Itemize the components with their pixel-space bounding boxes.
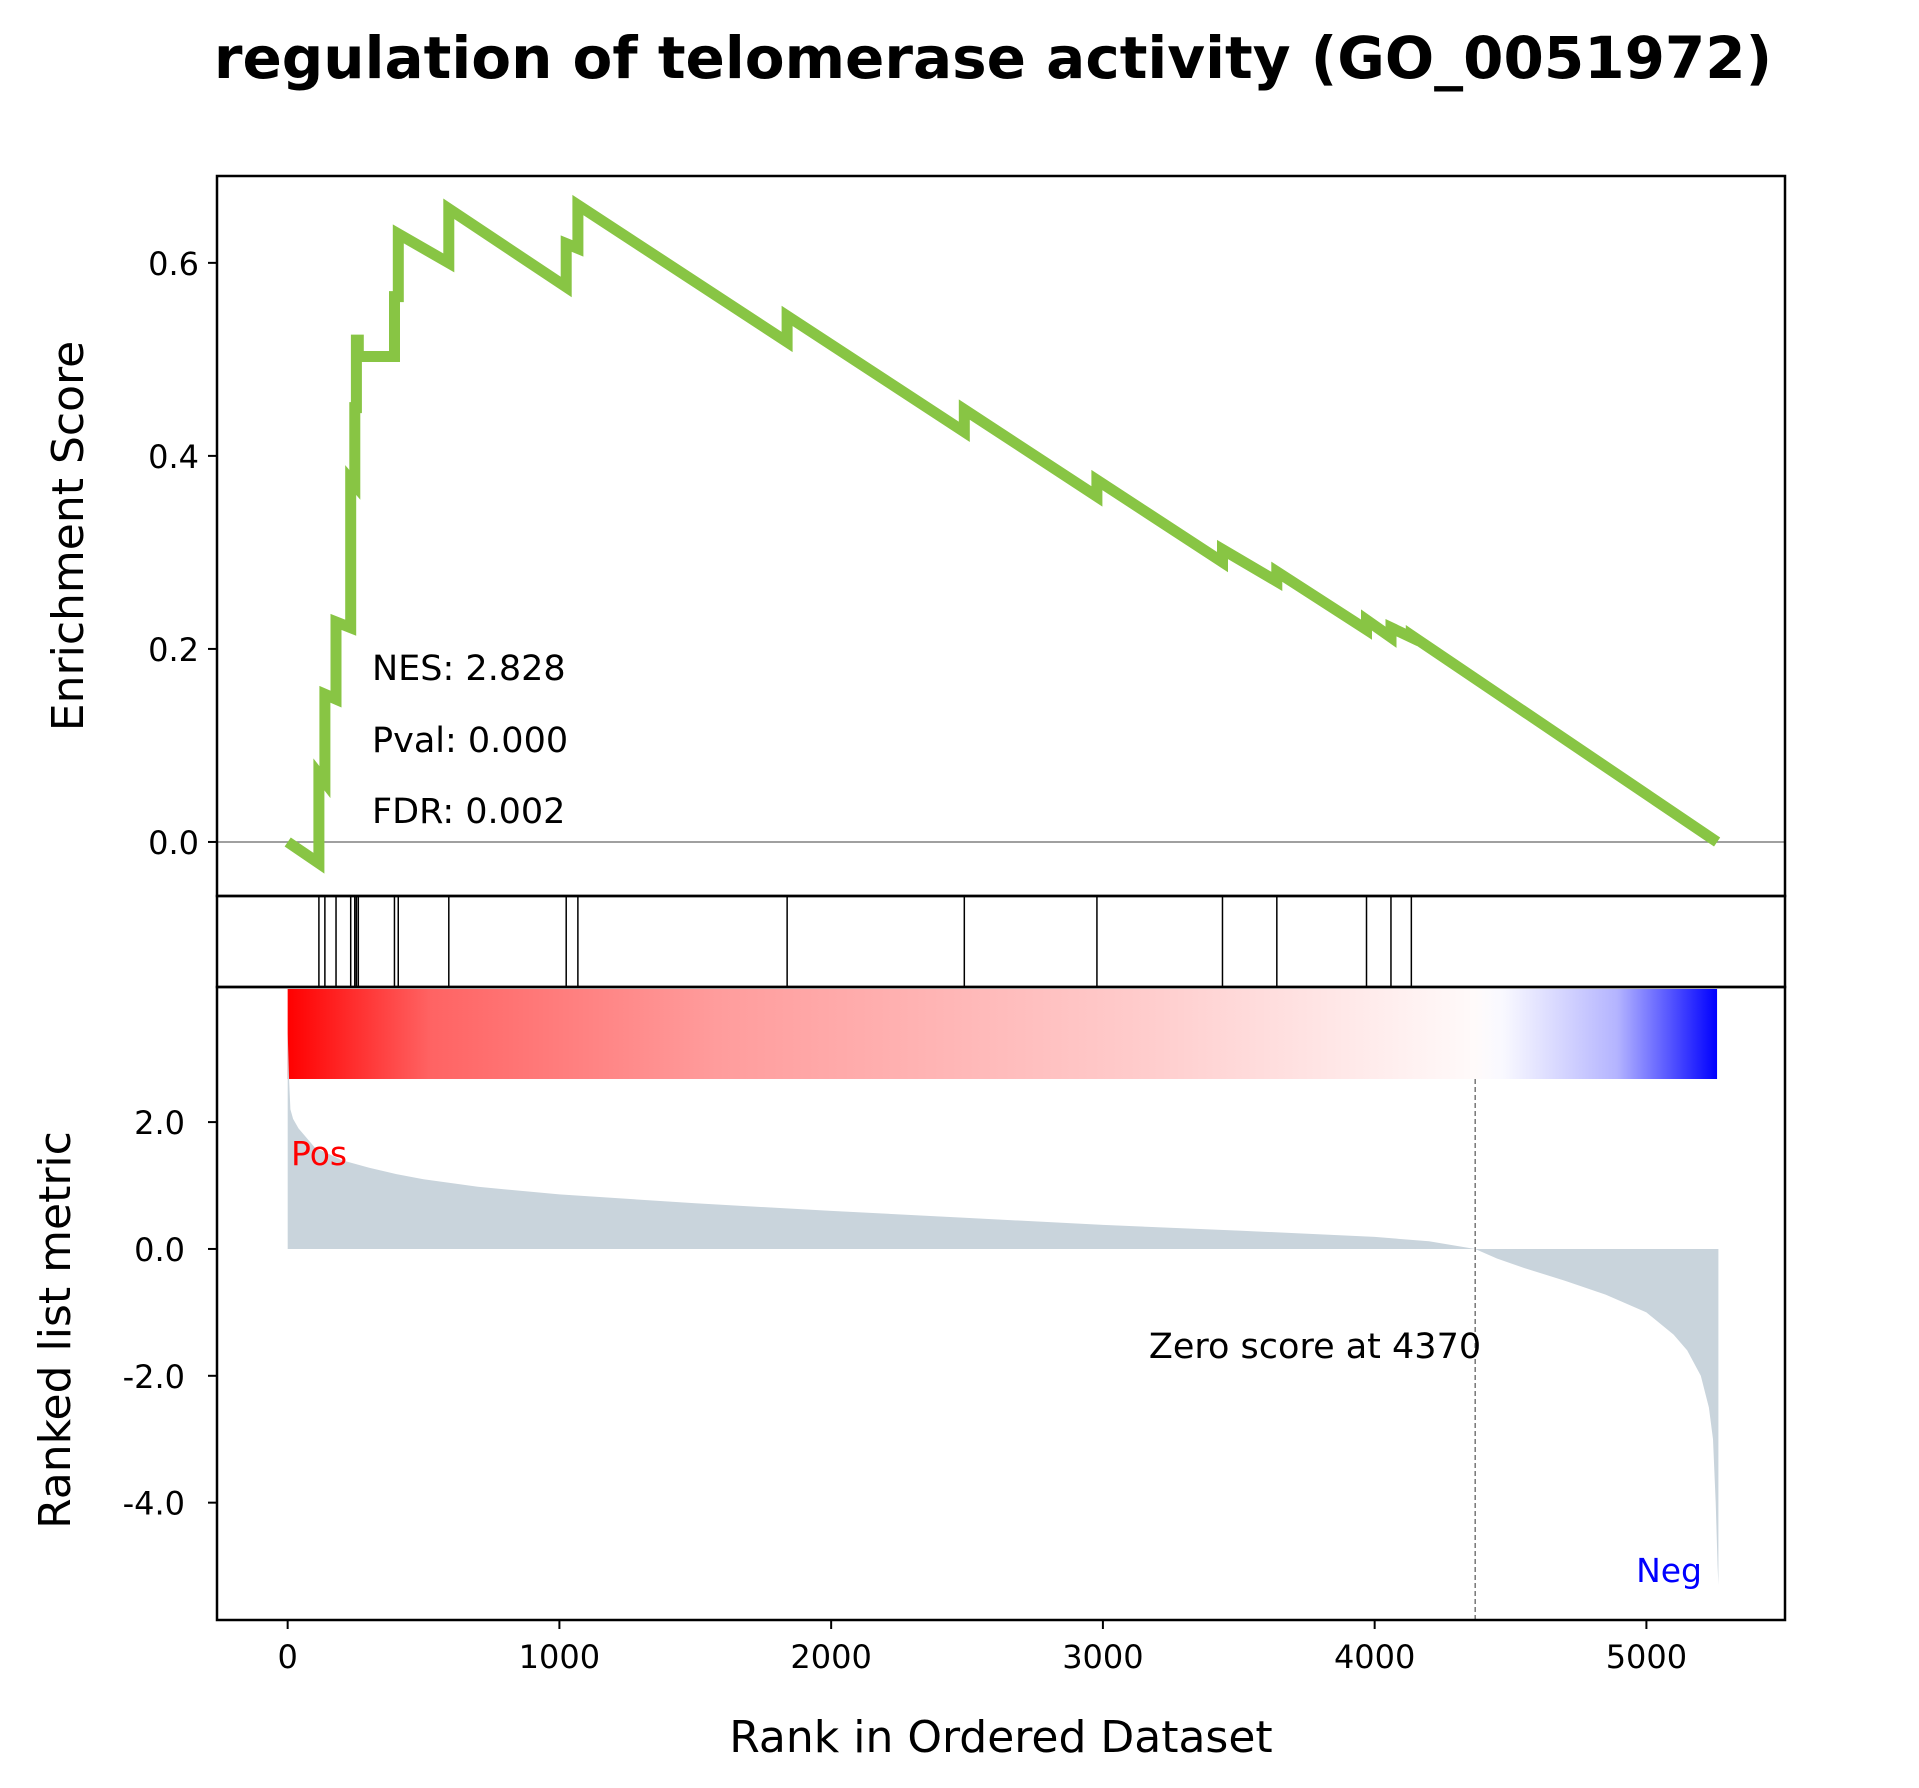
rank-y-ticks: 2.0 0.0 -2.0 -4.0 [123,1104,217,1523]
x-tick-label: 4000 [1334,1638,1415,1676]
es-y-tick-label: 0.4 [148,438,199,476]
pos-label: Pos [291,1134,347,1173]
pval-annotation: Pval: 0.000 [372,721,568,761]
x-tick-label: 3000 [1062,1638,1143,1676]
rank-colorbar [287,989,1718,1079]
chart-title: regulation of telomerase activity (GO_00… [214,24,1772,92]
nes-annotation: NES: 2.828 [372,649,566,689]
hits-panel [215,894,1787,989]
rank-panel: Zero score at 4370 Pos Neg 2.0 0.0 -2.0 -4.… [30,985,1787,1622]
x-tick-label: 1000 [519,1638,600,1676]
es-y-ticks: 0.0 0.2 0.4 0.6 [148,245,217,862]
x-tick-label: 0 [277,1638,297,1676]
es-panel-frame [215,174,1787,898]
es-y-tick-label: 0.0 [148,824,199,862]
enrichment-score-line [284,194,1721,874]
rank-panel-frame [215,985,1787,1622]
rank-y-tick-label: 0.0 [134,1231,185,1269]
rank-y-axis-label: Ranked list metric [30,1131,81,1529]
rank-y-tick-label: 2.0 [134,1104,185,1142]
hits-panel-frame [215,894,1787,989]
es-y-tick-label: 0.6 [148,245,199,283]
zero-score-label: Zero score at 4370 [1149,1327,1481,1367]
rank-y-tick-label: -4.0 [123,1485,185,1523]
neg-label: Neg [1636,1551,1702,1590]
x-axis-ticks: 0 1000 2000 3000 4000 5000 [277,1620,1687,1676]
rank-y-tick-label: -2.0 [123,1358,185,1396]
x-axis-label: Rank in Ordered Dataset [729,1712,1272,1763]
es-y-axis-label: Enrichment Score [43,341,94,731]
x-tick-label: 5000 [1606,1638,1687,1676]
ranked-metric-area [287,1033,1719,1586]
es-panel: 0.0 0.2 0.4 0.6 NES: 2.828 Pval: 0.000 FDR:… [43,174,1787,898]
fdr-annotation: FDR: 0.002 [372,792,565,832]
es-y-tick-label: 0.2 [148,631,199,669]
x-tick-label: 2000 [790,1638,871,1676]
